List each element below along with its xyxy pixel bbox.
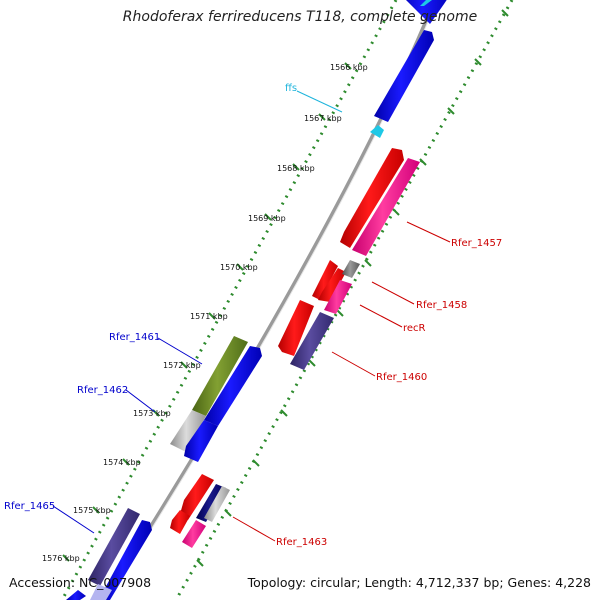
tick-mark-inner — [344, 62, 352, 70]
gene-red-1458[interactable] — [318, 268, 346, 302]
gene-navy-1460[interactable] — [290, 312, 334, 370]
leader-ffs — [296, 90, 343, 113]
tick-label: 1572 kbp — [163, 361, 201, 370]
gene-labels: ffs Rfer_1457 Rfer_1458 recR Rfer_1460 R… — [4, 83, 502, 548]
tick-mark-inner — [236, 263, 244, 271]
gene-blue-1461[interactable] — [204, 346, 262, 426]
tick-mark-inner — [208, 312, 216, 320]
gene-red-1459[interactable] — [278, 300, 314, 356]
gene-gray-1463[interactable] — [204, 486, 230, 522]
tick-label: 1576 kbp — [42, 554, 80, 563]
gene-label-rfer-1463[interactable]: Rfer_1463 — [276, 537, 327, 548]
gene-gray-1462[interactable] — [170, 410, 206, 452]
gene-label-rfer-1465[interactable]: Rfer_1465 — [4, 501, 55, 512]
tick-labels: 1566 kbp 1567 kbp 1568 kbp 1569 kbp 1570… — [42, 63, 368, 563]
tick-label: 1570 kbp — [220, 263, 258, 272]
tick-mark-inner — [92, 506, 100, 514]
leader-rfer-1460 — [331, 351, 376, 377]
gene-label-rfer-1460[interactable]: Rfer_1460 — [376, 372, 427, 383]
gene-blue-1566[interactable] — [374, 30, 434, 122]
tick-mark-inner — [264, 213, 272, 221]
tick-mark-outer — [364, 259, 372, 267]
gene-blue-bottom-fragment[interactable] — [66, 590, 86, 600]
tick-mark-outer — [280, 409, 288, 417]
tick-mark-outer — [501, 9, 509, 17]
leader-recR — [359, 304, 403, 328]
tick-mark-inner — [62, 554, 70, 562]
leader-rfer-1462 — [125, 389, 156, 413]
gene-lightblue-1465[interactable] — [90, 584, 112, 600]
gene-red-1463b[interactable] — [170, 510, 190, 534]
gene-label-ffs[interactable]: ffs — [285, 83, 297, 94]
gene-blue-1462[interactable] — [184, 420, 218, 462]
gene-label-rfer-1462[interactable]: Rfer_1462 — [77, 385, 128, 396]
gene-label-recR[interactable]: recR — [403, 323, 426, 334]
tick-label: 1569 kbp — [248, 214, 286, 223]
topology-summary: Topology: circular; Length: 4,712,337 bp… — [247, 575, 591, 590]
tick-mark-outer — [308, 359, 316, 367]
tick-mark-inner — [122, 458, 130, 466]
gene-top-cyan-fragment[interactable] — [420, 0, 432, 6]
tick-label: 1568 kbp — [277, 164, 315, 173]
tick-label: 1575 kbp — [73, 506, 111, 515]
gene-navy-1465[interactable] — [88, 508, 140, 586]
genome-backbone — [103, 0, 437, 600]
gene-pink-1457[interactable] — [352, 158, 420, 256]
tick-label: 1573 kbp — [133, 409, 171, 418]
tick-mark-outer — [419, 158, 427, 166]
gene-label-rfer-1461[interactable]: Rfer_1461 — [109, 332, 160, 343]
gene-features — [66, 0, 452, 600]
tick-mark-outer — [447, 107, 455, 115]
gene-red-1458a[interactable] — [312, 260, 338, 300]
tick-label: 1574 kbp — [103, 458, 141, 467]
tick-mark-inner — [292, 163, 300, 171]
tick-mark-outer — [224, 509, 232, 517]
tick-mark-outer — [336, 309, 344, 317]
tick-mark-inner — [180, 361, 188, 369]
gene-olive-1461[interactable] — [192, 336, 248, 416]
tick-marks — [62, 9, 509, 567]
gene-red-1463a[interactable] — [180, 474, 214, 520]
leader-rfer-1465 — [52, 505, 95, 534]
tick-label: 1571 kbp — [190, 312, 228, 321]
leader-rfer-1463 — [232, 516, 276, 542]
accession-text: Accession: NC_007908 — [9, 575, 152, 590]
gene-gray-1458[interactable] — [342, 260, 360, 278]
genome-backbone-highlight — [106, 0, 438, 600]
gene-blue-1465[interactable] — [98, 520, 152, 600]
tick-mark-inner — [318, 113, 326, 121]
tick-mark-outer — [474, 58, 482, 66]
leader-rfer-1457 — [406, 221, 451, 243]
tick-mark-outer — [196, 559, 204, 567]
rna-ffs[interactable] — [370, 125, 384, 138]
gene-label-rfer-1457[interactable]: Rfer_1457 — [451, 238, 502, 249]
gene-red-1457[interactable] — [340, 148, 404, 248]
tick-mark-outer — [252, 459, 260, 467]
genome-title: Rhodoferax ferrireducens T118, complete … — [122, 9, 478, 25]
scale-ring-inner — [60, 0, 398, 600]
gene-pink-recR[interactable] — [324, 280, 352, 314]
gene-pink-1463[interactable] — [182, 520, 206, 548]
tick-label: 1567 kbp — [304, 114, 342, 123]
gene-label-rfer-1458[interactable]: Rfer_1458 — [416, 300, 467, 311]
leader-rfer-1461 — [157, 337, 203, 365]
leader-rfer-1458 — [371, 281, 415, 305]
gene-top-blue-fragment[interactable] — [398, 0, 452, 24]
tick-mark-outer — [392, 208, 400, 216]
tick-label: 1566 kbp — [330, 63, 368, 72]
label-leaders — [52, 90, 451, 542]
